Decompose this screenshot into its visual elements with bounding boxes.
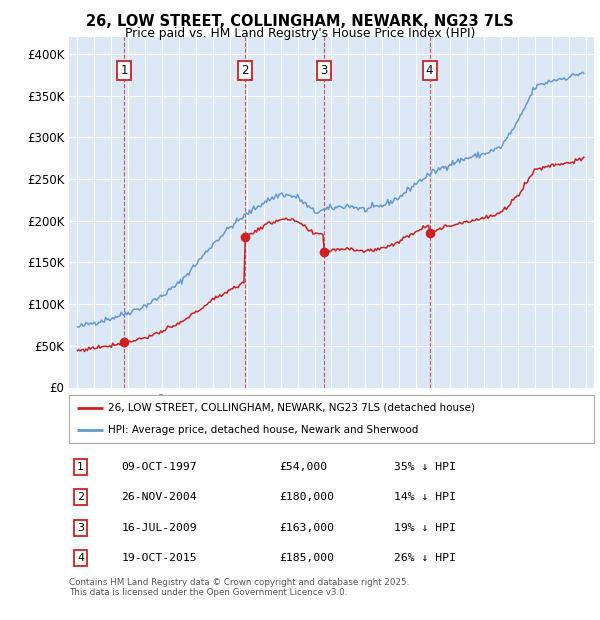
- Text: £54,000: £54,000: [279, 462, 327, 472]
- Text: 26, LOW STREET, COLLINGHAM, NEWARK, NG23 7LS: 26, LOW STREET, COLLINGHAM, NEWARK, NG23…: [86, 14, 514, 29]
- Text: 19-OCT-2015: 19-OCT-2015: [121, 553, 197, 563]
- Text: 09-OCT-1997: 09-OCT-1997: [121, 462, 197, 472]
- Text: 3: 3: [320, 64, 328, 77]
- Text: 19% ↓ HPI: 19% ↓ HPI: [395, 523, 457, 533]
- Text: 1: 1: [77, 462, 84, 472]
- Text: 26, LOW STREET, COLLINGHAM, NEWARK, NG23 7LS (detached house): 26, LOW STREET, COLLINGHAM, NEWARK, NG23…: [109, 403, 475, 413]
- Text: 4: 4: [426, 64, 433, 77]
- Text: 16-JUL-2009: 16-JUL-2009: [121, 523, 197, 533]
- Text: 4: 4: [77, 553, 84, 563]
- Text: HPI: Average price, detached house, Newark and Sherwood: HPI: Average price, detached house, Newa…: [109, 425, 419, 435]
- Text: 35% ↓ HPI: 35% ↓ HPI: [395, 462, 457, 472]
- Text: Price paid vs. HM Land Registry's House Price Index (HPI): Price paid vs. HM Land Registry's House …: [125, 27, 475, 40]
- Text: 26-NOV-2004: 26-NOV-2004: [121, 492, 197, 502]
- Text: 14% ↓ HPI: 14% ↓ HPI: [395, 492, 457, 502]
- Text: £180,000: £180,000: [279, 492, 334, 502]
- Text: £185,000: £185,000: [279, 553, 334, 563]
- Text: 2: 2: [77, 492, 84, 502]
- Text: £163,000: £163,000: [279, 523, 334, 533]
- Text: 3: 3: [77, 523, 84, 533]
- Text: 26% ↓ HPI: 26% ↓ HPI: [395, 553, 457, 563]
- Text: 2: 2: [241, 64, 249, 77]
- Text: Contains HM Land Registry data © Crown copyright and database right 2025.
This d: Contains HM Land Registry data © Crown c…: [69, 578, 409, 597]
- Text: 1: 1: [121, 64, 128, 77]
